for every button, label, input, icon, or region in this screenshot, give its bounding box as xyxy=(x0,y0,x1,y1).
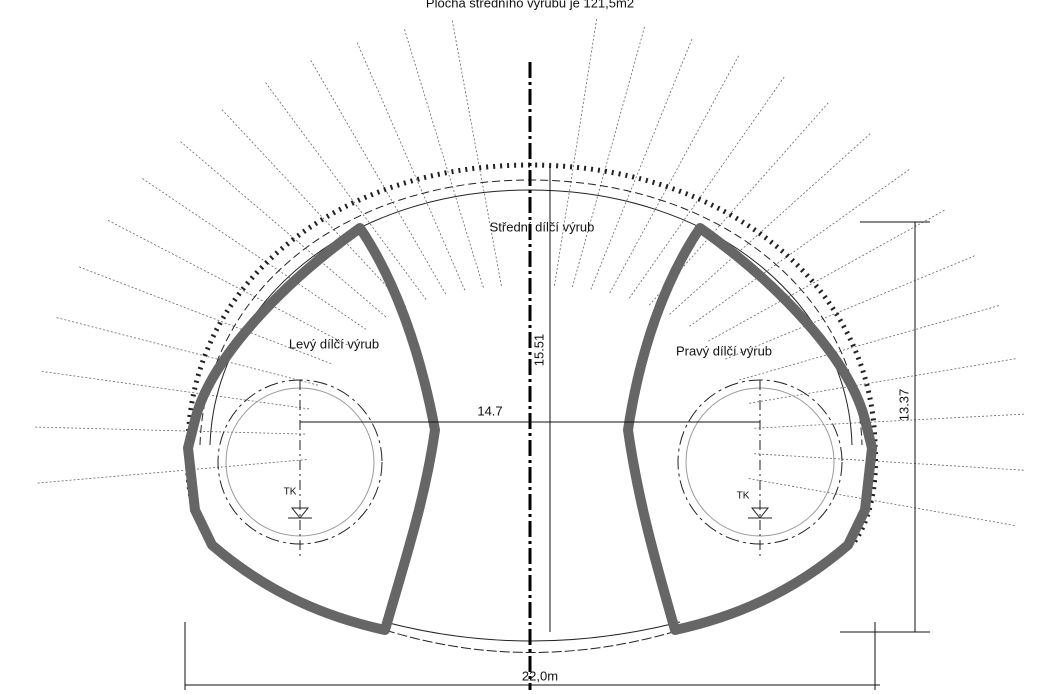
anchor-ray xyxy=(725,255,975,360)
invert-inner xyxy=(384,621,681,642)
anchor-ray xyxy=(590,39,693,290)
dim-label: 13.37 xyxy=(896,389,911,422)
anchor-ray xyxy=(754,413,1025,429)
label: Střední dílčí výrub xyxy=(490,219,595,234)
anchor-ray xyxy=(37,459,307,484)
anchor-ray xyxy=(356,42,466,291)
title: Plocha středního výrubu je 121,5m2 xyxy=(426,0,634,10)
anchor-ray xyxy=(404,29,484,288)
anchor-ray xyxy=(41,370,310,410)
anchor-ray xyxy=(748,478,1015,526)
anchor-ray xyxy=(754,453,1024,471)
anchor-ray xyxy=(221,109,407,308)
anchor-ray xyxy=(708,209,945,342)
anchor-ray xyxy=(142,178,367,330)
anchor-ray xyxy=(265,82,427,300)
anchor-ray xyxy=(180,141,387,318)
anchor-ray xyxy=(35,426,306,435)
label: Pravý dílčí výrub xyxy=(676,343,772,358)
anchor-ray xyxy=(669,133,871,315)
anchor-ray xyxy=(107,220,348,346)
axis-label: TK xyxy=(284,487,297,498)
left-drift-lining xyxy=(183,223,440,635)
anchor-ray xyxy=(554,18,598,286)
anchor-ray xyxy=(56,317,319,386)
right-drift-lining xyxy=(623,223,877,635)
anchor-ray xyxy=(628,76,785,299)
axis-label: TK xyxy=(737,491,750,502)
invert xyxy=(384,629,681,653)
anchor-ray xyxy=(78,266,332,365)
dim-label: 14.7 xyxy=(477,403,502,418)
anchor-rays xyxy=(35,18,1025,526)
dim-label: 22,0m xyxy=(522,668,558,683)
anchor-ray xyxy=(689,169,910,327)
label: Levý dílčí výrub xyxy=(289,336,379,351)
anchor-ray xyxy=(739,305,999,381)
left-level xyxy=(288,507,312,519)
anchor-ray xyxy=(451,20,502,287)
dim-label: 15.51 xyxy=(531,334,546,367)
anchor-ray xyxy=(609,55,739,294)
anchor-ray xyxy=(310,60,447,295)
right-level xyxy=(748,507,772,519)
anchor-ray xyxy=(572,26,645,288)
